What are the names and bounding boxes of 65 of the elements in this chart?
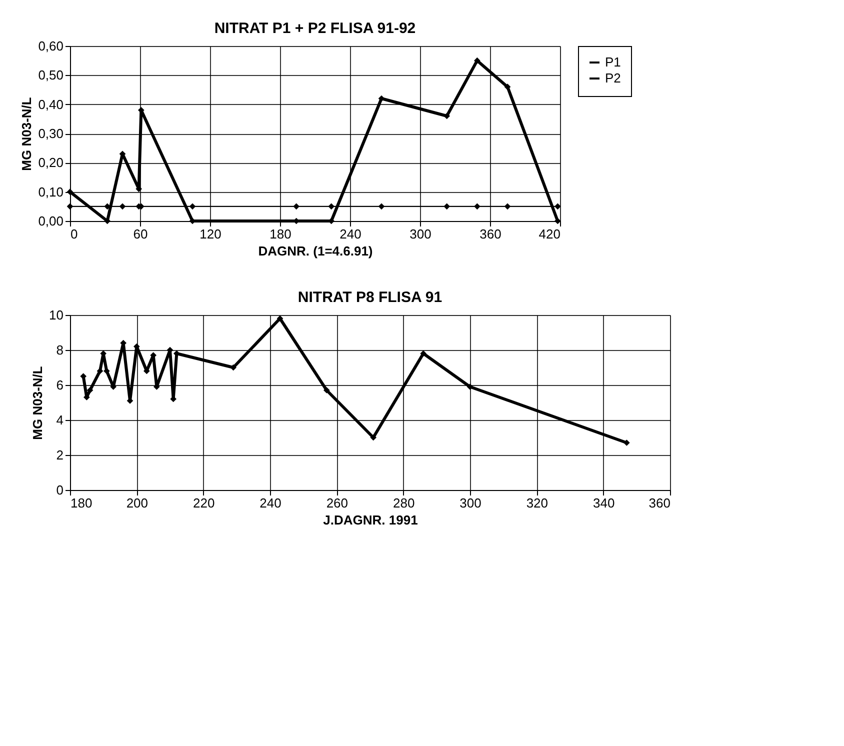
x-tick-label: 0 [70,226,78,242]
x-tick-label: 260 [326,496,348,510]
point [378,95,385,102]
x-tick-label: 120 [200,226,222,242]
point [474,203,480,210]
y-tick-label: 0,40 [38,96,64,112]
y-tick-label: 0,30 [38,126,64,141]
point [444,203,450,210]
point [86,387,94,394]
x-tick-label: 300 [410,226,432,242]
y-tick-label: 0,60 [38,38,64,54]
x-axis-title: J.DAGNR. 1991 [323,512,418,528]
point [554,203,561,210]
y-tick-label: 8 [56,342,64,358]
point [104,203,110,210]
chart-title: NITRAT P8 FLISA 91 [298,289,442,306]
x-tick-label: 320 [526,496,548,510]
x-tick-label: 240 [260,496,282,510]
point [66,203,74,210]
x-tick-label: 180 [70,496,92,510]
x-tick-label: 60 [133,226,148,242]
legend-label: P2 [605,70,621,86]
y-tick-label: 0,50 [38,68,64,83]
x-tick-label: 340 [592,496,615,510]
point [504,84,511,90]
y-tick-label: 6 [56,378,64,392]
y-axis-title: MG N03-N/L [30,366,46,440]
chart-title: NITRAT P1 + P2 FLISA 91-92 [214,20,416,37]
y-tick-label: 0 [56,482,64,498]
point [554,218,561,224]
point [230,364,236,371]
point [370,434,376,441]
x-tick-label: 360 [648,496,670,510]
x-tick-label: 280 [392,496,415,510]
y-axis-title: MG N03-N/L [19,97,34,171]
x-axis-title: DAGNR. (1=4.6.91) [258,244,373,258]
y-tick-label: 10 [49,308,64,322]
point [444,112,450,120]
x-tick-label: 300 [460,496,482,510]
y-tick-label: 0,00 [38,214,64,228]
point [189,203,196,210]
x-tick-label: 200 [126,496,148,510]
point [119,203,126,210]
x-tick-label: 220 [192,496,215,510]
x-tick-label: 180 [270,226,292,242]
point [328,203,334,210]
x-tick-label: 240 [340,226,362,242]
point [504,203,511,210]
point [96,368,104,374]
x-tick-label: 420 [538,226,560,242]
legend-label: P1 [605,54,621,70]
x-tick-label: 360 [480,226,502,242]
point [104,368,110,374]
point [276,315,284,322]
point [474,57,480,64]
y-tick-label: 0,10 [38,184,64,200]
point [293,203,300,210]
point [420,350,426,357]
point [378,203,385,210]
y-tick-label: 4 [56,412,64,428]
y-tick-label: 2 [56,448,64,462]
point [624,440,630,446]
point [324,387,330,394]
point [466,384,474,390]
y-tick-label: 0,20 [38,155,64,170]
